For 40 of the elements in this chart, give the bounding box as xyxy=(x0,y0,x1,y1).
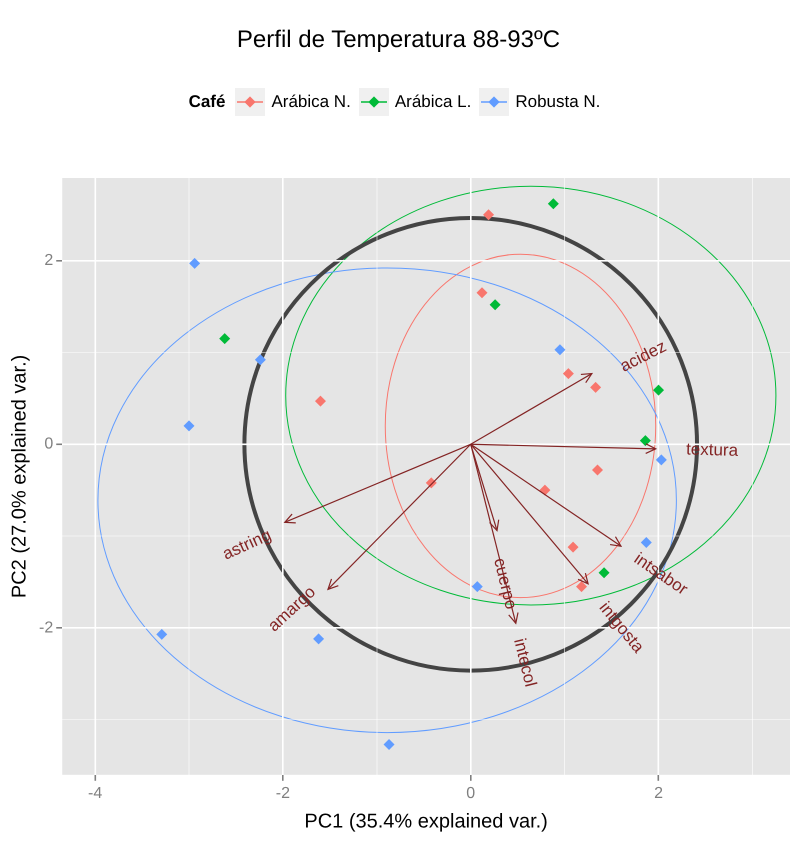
annotation: intecol xyxy=(510,636,540,689)
point xyxy=(219,333,230,344)
x-tick-label: -4 xyxy=(88,784,102,802)
y-axis-title: PC2 (27.0% explained var.) xyxy=(8,354,31,598)
point xyxy=(254,354,266,366)
point xyxy=(576,581,588,592)
point xyxy=(656,454,667,466)
legend-label: Robusta N. xyxy=(515,92,600,112)
point xyxy=(314,396,326,407)
point xyxy=(568,542,579,553)
point xyxy=(476,287,488,298)
x-tick-label: 2 xyxy=(654,784,664,802)
annotation: astring xyxy=(220,525,274,564)
point xyxy=(156,628,168,640)
legend-label: Arábica L. xyxy=(394,92,472,112)
point xyxy=(483,209,494,220)
x-axis-title: PC1 (35.4% explained var.) xyxy=(304,810,548,833)
point xyxy=(592,464,603,476)
y-tick-label: 0 xyxy=(44,436,54,453)
point xyxy=(189,258,200,269)
point xyxy=(384,739,395,750)
point xyxy=(184,420,194,432)
legend-label: Arábica N. xyxy=(271,92,351,112)
point xyxy=(598,567,610,578)
legend-title: Café xyxy=(188,92,226,112)
point xyxy=(653,384,664,396)
y-tick-label: -2 xyxy=(38,619,54,636)
chart-title: Perfil de Temperatura 88-93ºC xyxy=(236,26,562,54)
point xyxy=(562,368,574,380)
point xyxy=(548,198,559,210)
point xyxy=(313,633,324,644)
y-tick-label: 2 xyxy=(44,252,54,270)
point xyxy=(590,382,602,393)
point xyxy=(472,581,483,592)
x-tick-label: 0 xyxy=(466,784,476,802)
point xyxy=(490,299,501,310)
x-tick-label: -2 xyxy=(276,784,290,802)
point xyxy=(554,344,566,356)
point xyxy=(640,435,651,446)
point xyxy=(640,537,652,548)
